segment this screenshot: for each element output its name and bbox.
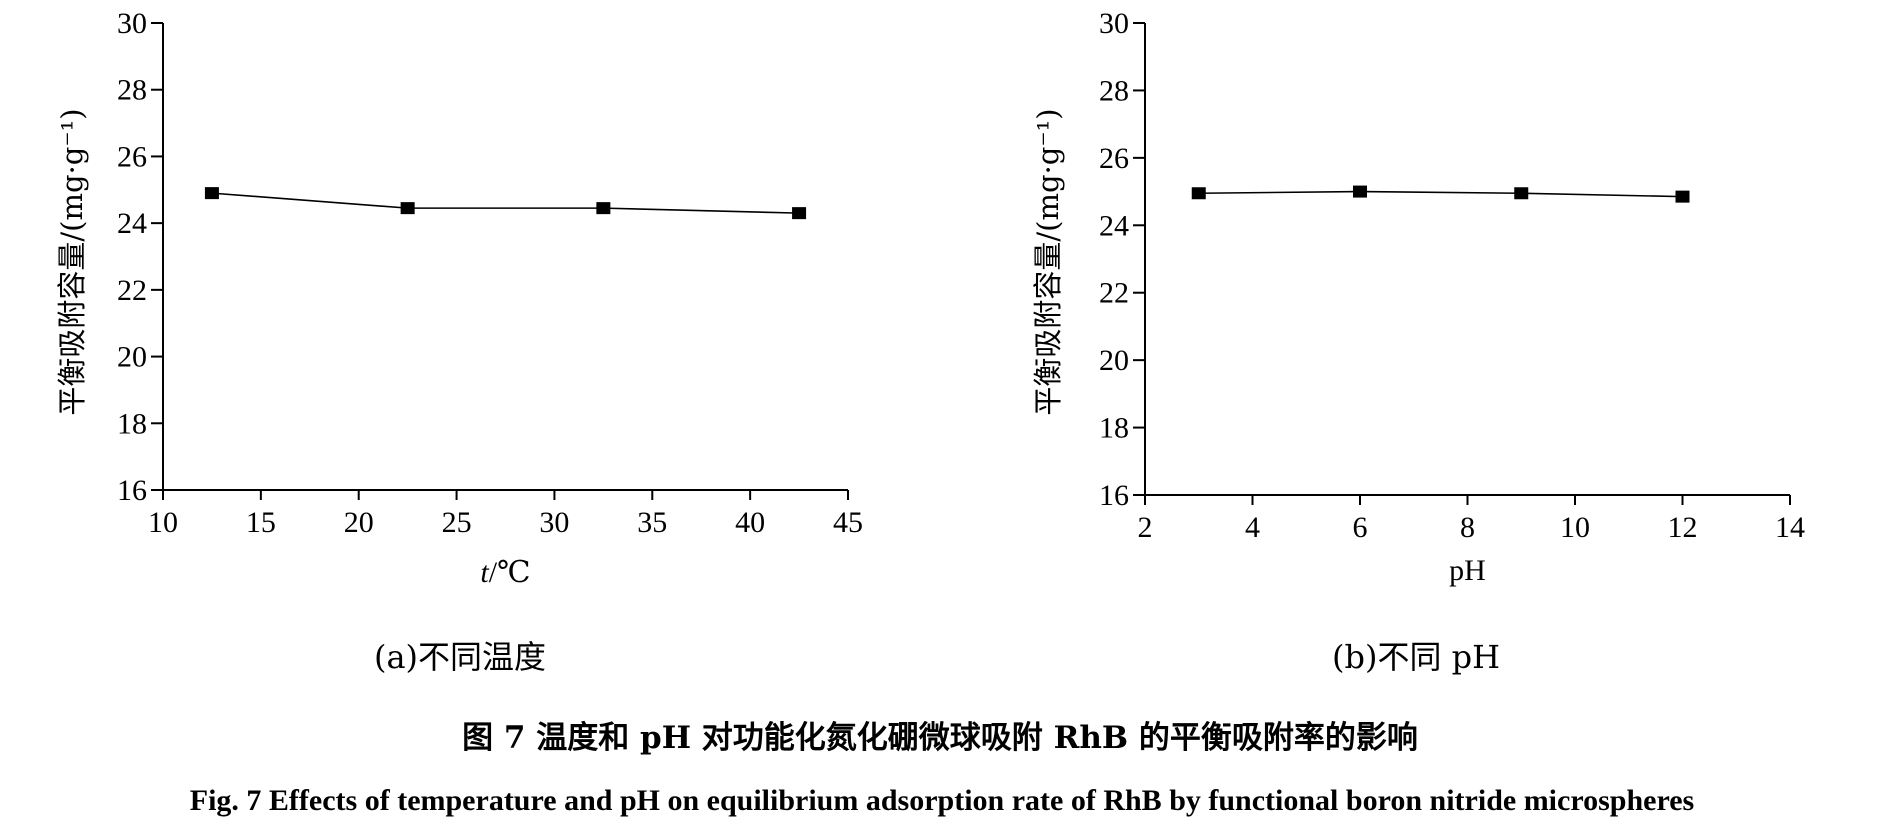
y-tick-label: 26 [1099,142,1129,175]
x-tick-label: 14 [1775,511,1805,544]
y-tick-label: 20 [117,341,147,374]
y-tick-label: 20 [1099,344,1129,377]
y-tick-label: 18 [117,407,147,440]
series-line [1198,190,1683,198]
data-point-marker [1514,187,1529,200]
x-axis-title: pH [1449,554,1486,587]
y-tick-label: 28 [1099,74,1129,107]
x-tick-label: 10 [148,506,178,539]
data-point-marker [1191,187,1206,200]
data-point-marker [400,202,415,215]
x-tick-label: 20 [344,506,374,539]
x-tick-label: 40 [735,506,765,539]
y-tick-label: 18 [1099,412,1129,445]
y-tick-label: 16 [117,474,147,507]
x-axis-title: t/℃ [480,556,530,589]
data-point-marker [596,202,611,215]
y-axis-title: 平衡吸附容量/(mg·g⁻¹) [1031,108,1065,415]
x-tick-label: 4 [1245,511,1260,544]
x-tick-label: 6 [1353,511,1368,544]
y-tick-label: 24 [117,207,147,240]
caption-en: Fig. 7 Effects of temperature and pH on … [190,784,1694,817]
data-point-marker [792,207,807,220]
y-tick-label: 16 [1099,479,1129,512]
y-tick-label: 22 [1099,277,1129,310]
y-tick-label: 26 [117,140,147,173]
y-tick-label: 22 [117,274,147,307]
y-tick-label: 28 [117,74,147,107]
x-tick-label: 12 [1668,511,1698,544]
subcaption-a: (a)不同温度 [374,638,546,676]
x-tick-label: 8 [1460,511,1475,544]
x-tick-label: 2 [1138,511,1153,544]
series-line [211,192,800,214]
x-tick-label: 30 [539,506,569,539]
x-tick-label: 10 [1560,511,1590,544]
y-tick-label: 30 [117,7,147,40]
x-tick-label: 15 [246,506,276,539]
x-tick-label: 35 [637,506,667,539]
data-point-marker [1353,185,1367,198]
y-tick-label: 30 [1099,7,1129,40]
y-tick-label: 24 [1099,209,1129,242]
subcaption-b: (b)不同 pH [1332,638,1500,676]
data-point-marker [204,187,219,200]
caption-cn: 图 7 温度和 pH 对功能化氮化硼微球吸附 RhB 的平衡吸附率的影响 [462,720,1418,756]
x-tick-label: 25 [442,506,472,539]
data-point-marker [1675,190,1690,203]
x-tick-label: 45 [833,506,863,539]
y-axis-title: 平衡吸附容量/(mg·g⁻¹) [55,108,89,415]
chart-panel-a: 16 18 20 22 24 26 28 30 10 15 20 25 30 35 40 45 t/℃ 平衡吸附容… [55,7,863,589]
